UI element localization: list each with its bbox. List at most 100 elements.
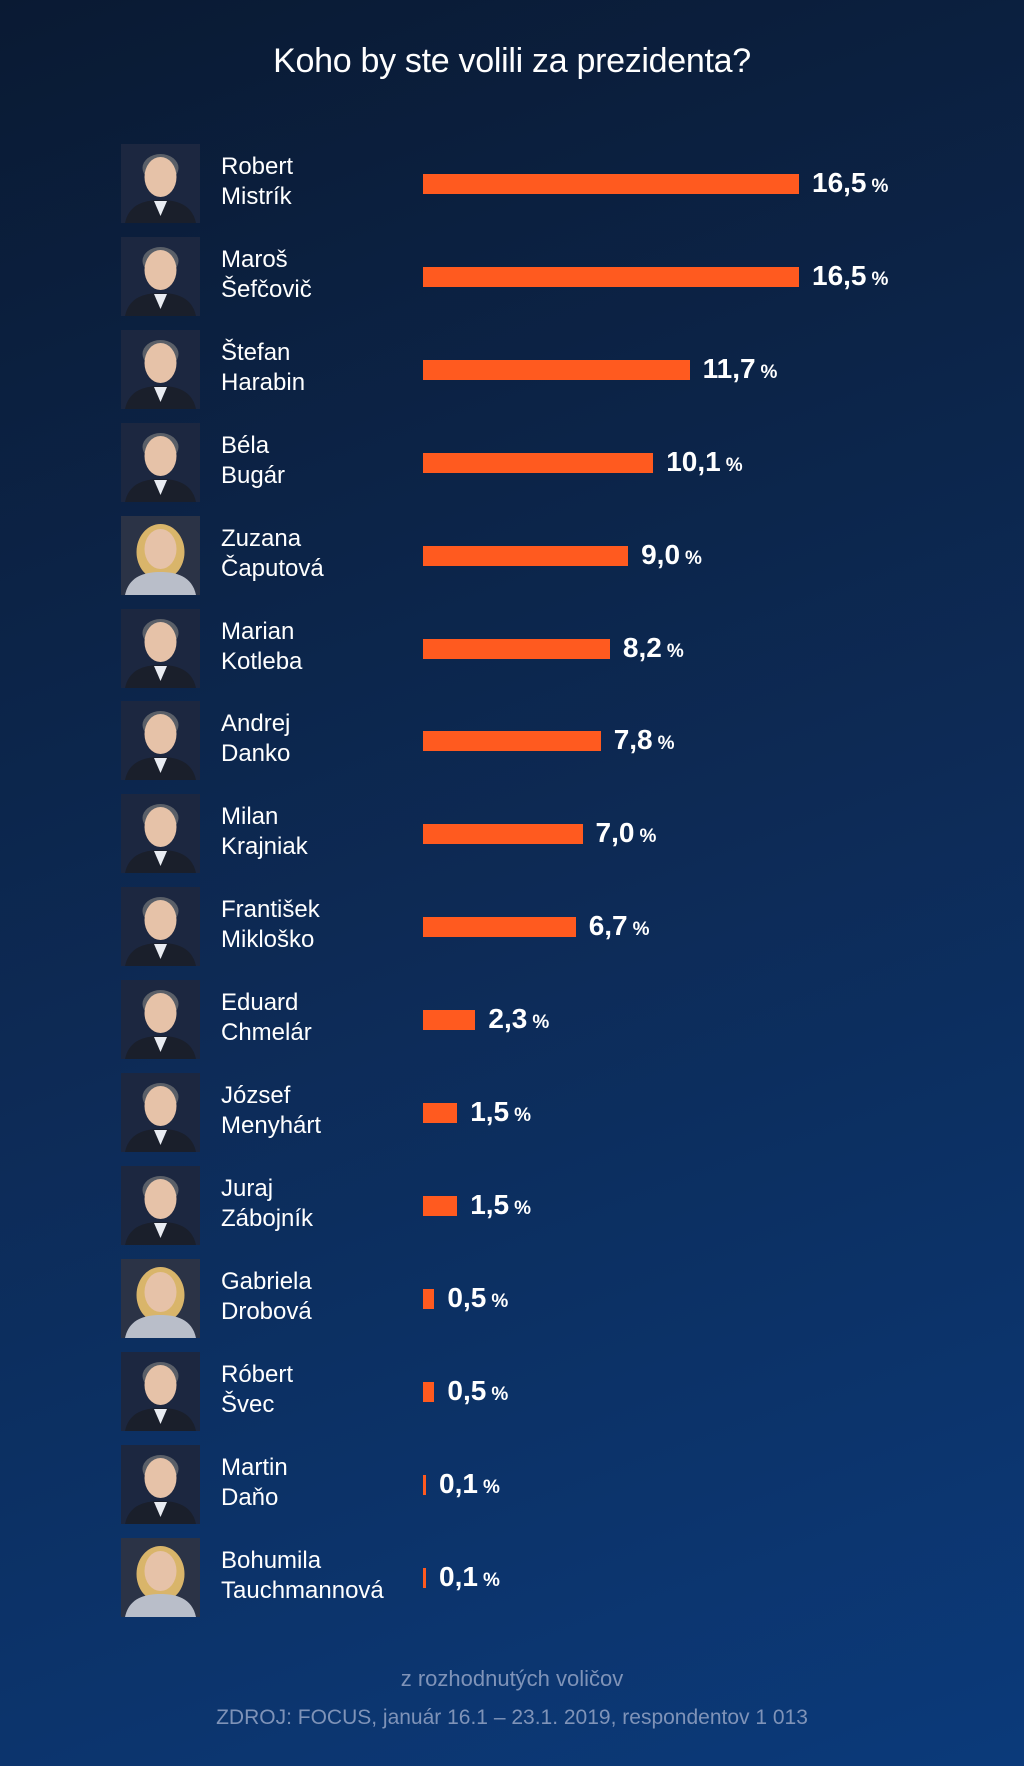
data-label-unit: % bbox=[657, 733, 675, 754]
candidate-row: Juraj Zábojník 1,5% bbox=[0, 1166, 1024, 1246]
data-label-unit: % bbox=[639, 826, 657, 847]
candidate-row: Marian Kotleba 8,2% bbox=[0, 609, 1024, 689]
candidate-name: Robert Mistrík bbox=[221, 152, 421, 212]
candidate-first-name: Bohumila bbox=[221, 1547, 322, 1574]
data-label-unit: % bbox=[514, 1105, 532, 1126]
candidate-last-name: Harabin bbox=[221, 369, 306, 396]
data-label: 10,1% bbox=[666, 443, 742, 485]
candidate-name: Andrej Danko bbox=[221, 709, 421, 769]
candidate-row: Milan Krajniak 7,0% bbox=[0, 794, 1024, 874]
candidate-last-name: Švec bbox=[221, 1391, 275, 1418]
candidate-first-name: Martin bbox=[221, 1454, 288, 1481]
data-label: 16,5% bbox=[812, 257, 888, 299]
man-portrait-icon bbox=[121, 423, 200, 502]
candidate-row: Zuzana Čaputová 9,0% bbox=[0, 516, 1024, 596]
data-label-value: 16,5 bbox=[812, 167, 867, 198]
data-label-value: 0,1 bbox=[439, 1468, 478, 1499]
candidate-name: Martin Daňo bbox=[221, 1453, 421, 1513]
candidate-name: František Mikloško bbox=[221, 895, 421, 955]
candidate-row: Gabriela Drobová 0,5% bbox=[0, 1259, 1024, 1339]
bar bbox=[423, 546, 629, 566]
data-label: 16,5% bbox=[812, 164, 888, 206]
candidate-first-name: Marian bbox=[221, 618, 295, 645]
candidate-first-name: Robert bbox=[221, 153, 294, 180]
candidate-name: Róbert Švec bbox=[221, 1360, 421, 1420]
candidate-row: Béla Bugár 10,1% bbox=[0, 423, 1024, 503]
data-label-value: 0,5 bbox=[447, 1375, 487, 1406]
data-label: 1,5% bbox=[470, 1093, 531, 1135]
man-portrait-icon bbox=[121, 701, 200, 780]
candidate-row: Robert Mistrík 16,5% bbox=[0, 144, 1024, 224]
candidate-last-name: Danko bbox=[221, 740, 291, 767]
bar bbox=[423, 1568, 426, 1588]
man-portrait-icon bbox=[121, 237, 200, 316]
bar bbox=[423, 1103, 458, 1123]
data-label: 9,0% bbox=[641, 536, 702, 578]
man-portrait-icon bbox=[121, 609, 200, 688]
candidate-last-name: Zábojník bbox=[221, 1205, 314, 1232]
data-label-unit: % bbox=[532, 1012, 550, 1033]
data-label-value: 2,3 bbox=[488, 1003, 528, 1034]
candidate-name: József Menyhárt bbox=[221, 1081, 421, 1141]
candidate-first-name: Štefan bbox=[221, 339, 291, 366]
man-portrait-icon bbox=[121, 144, 200, 223]
data-label-value: 16,5 bbox=[812, 260, 867, 291]
bar bbox=[423, 1010, 476, 1030]
candidate-last-name: Bugár bbox=[221, 462, 286, 489]
candidate-row: Andrej Danko 7,8% bbox=[0, 701, 1024, 781]
bar bbox=[423, 1289, 435, 1309]
woman-portrait-icon bbox=[121, 516, 200, 595]
man-portrait-icon bbox=[121, 1166, 200, 1245]
data-label: 0,1% bbox=[439, 1465, 500, 1507]
bar bbox=[423, 639, 610, 659]
data-label: 6,7% bbox=[589, 907, 650, 949]
data-label-value: 0,5 bbox=[447, 1282, 487, 1313]
man-portrait-icon bbox=[121, 1073, 200, 1152]
man-portrait-icon bbox=[121, 1352, 200, 1431]
data-label-unit: % bbox=[871, 269, 889, 290]
bar bbox=[423, 917, 576, 937]
candidate-last-name: Krajniak bbox=[221, 833, 308, 860]
bar bbox=[423, 453, 654, 473]
data-label-unit: % bbox=[514, 1198, 532, 1219]
data-label-value: 7,8 bbox=[613, 724, 653, 755]
candidate-row: Róbert Švec 0,5% bbox=[0, 1352, 1024, 1432]
candidate-row: József Menyhárt 1,5% bbox=[0, 1073, 1024, 1153]
data-label: 0,1% bbox=[439, 1558, 500, 1600]
bar bbox=[423, 267, 799, 287]
man-portrait-icon bbox=[121, 1445, 200, 1524]
data-label-value: 1,5 bbox=[470, 1096, 510, 1127]
footnote-note: z rozhodnutých voličov bbox=[400, 1666, 624, 1691]
candidate-first-name: Eduard bbox=[221, 989, 299, 1016]
data-label-value: 9,0 bbox=[641, 539, 681, 570]
candidate-first-name: Juraj bbox=[221, 1175, 274, 1202]
data-label: 0,5% bbox=[447, 1372, 508, 1414]
data-label: 8,2% bbox=[623, 629, 684, 671]
data-label: 1,5% bbox=[470, 1186, 531, 1228]
data-label-value: 6,7 bbox=[588, 910, 628, 941]
candidate-first-name: František bbox=[221, 896, 320, 923]
candidate-name: Eduard Chmelár bbox=[221, 988, 421, 1048]
candidate-first-name: Gabriela bbox=[221, 1268, 312, 1295]
woman-portrait-icon bbox=[121, 1259, 200, 1338]
man-portrait-icon bbox=[121, 330, 200, 409]
data-label-value: 8,2 bbox=[622, 632, 662, 663]
candidate-last-name: Čaputová bbox=[221, 555, 324, 582]
candidate-name: Bohumila Tauchmannová bbox=[221, 1546, 421, 1606]
bar bbox=[423, 824, 583, 844]
candidate-first-name: Béla bbox=[221, 432, 270, 459]
data-label-unit: % bbox=[491, 1291, 509, 1312]
candidate-name: Gabriela Drobová bbox=[221, 1267, 421, 1327]
man-portrait-icon bbox=[121, 887, 200, 966]
data-label: 7,0% bbox=[596, 814, 657, 856]
data-label-value: 0,1 bbox=[439, 1561, 478, 1592]
bar bbox=[423, 1196, 458, 1216]
data-label: 7,8% bbox=[614, 721, 675, 763]
candidate-name: Marian Kotleba bbox=[221, 617, 421, 677]
source-note: ZDROJ: FOCUS, január 16.1 – 23.1. 2019, … bbox=[216, 1706, 808, 1729]
data-label-unit: % bbox=[482, 1477, 500, 1498]
candidate-last-name: Chmelár bbox=[221, 1019, 312, 1046]
candidate-last-name: Kotleba bbox=[221, 648, 303, 675]
candidate-first-name: Zuzana bbox=[221, 525, 302, 552]
woman-portrait-icon bbox=[121, 1538, 200, 1617]
